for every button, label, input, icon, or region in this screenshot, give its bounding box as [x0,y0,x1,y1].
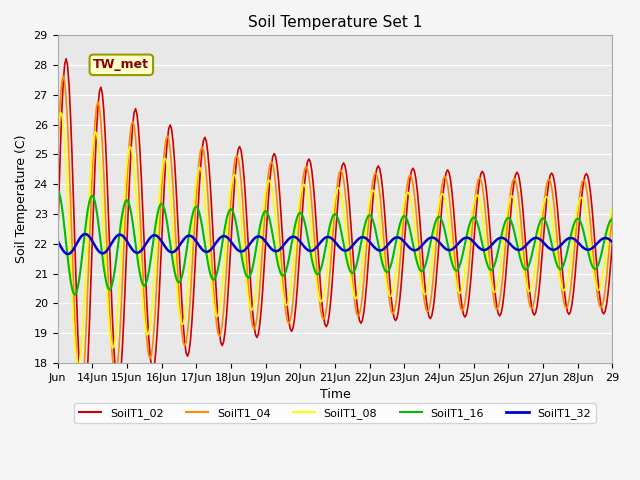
Legend: SoilT1_02, SoilT1_04, SoilT1_08, SoilT1_16, SoilT1_32: SoilT1_02, SoilT1_04, SoilT1_08, SoilT1_… [74,403,596,423]
Y-axis label: Soil Temperature (C): Soil Temperature (C) [15,135,28,264]
Text: TW_met: TW_met [93,59,149,72]
Title: Soil Temperature Set 1: Soil Temperature Set 1 [248,15,422,30]
X-axis label: Time: Time [319,388,350,401]
